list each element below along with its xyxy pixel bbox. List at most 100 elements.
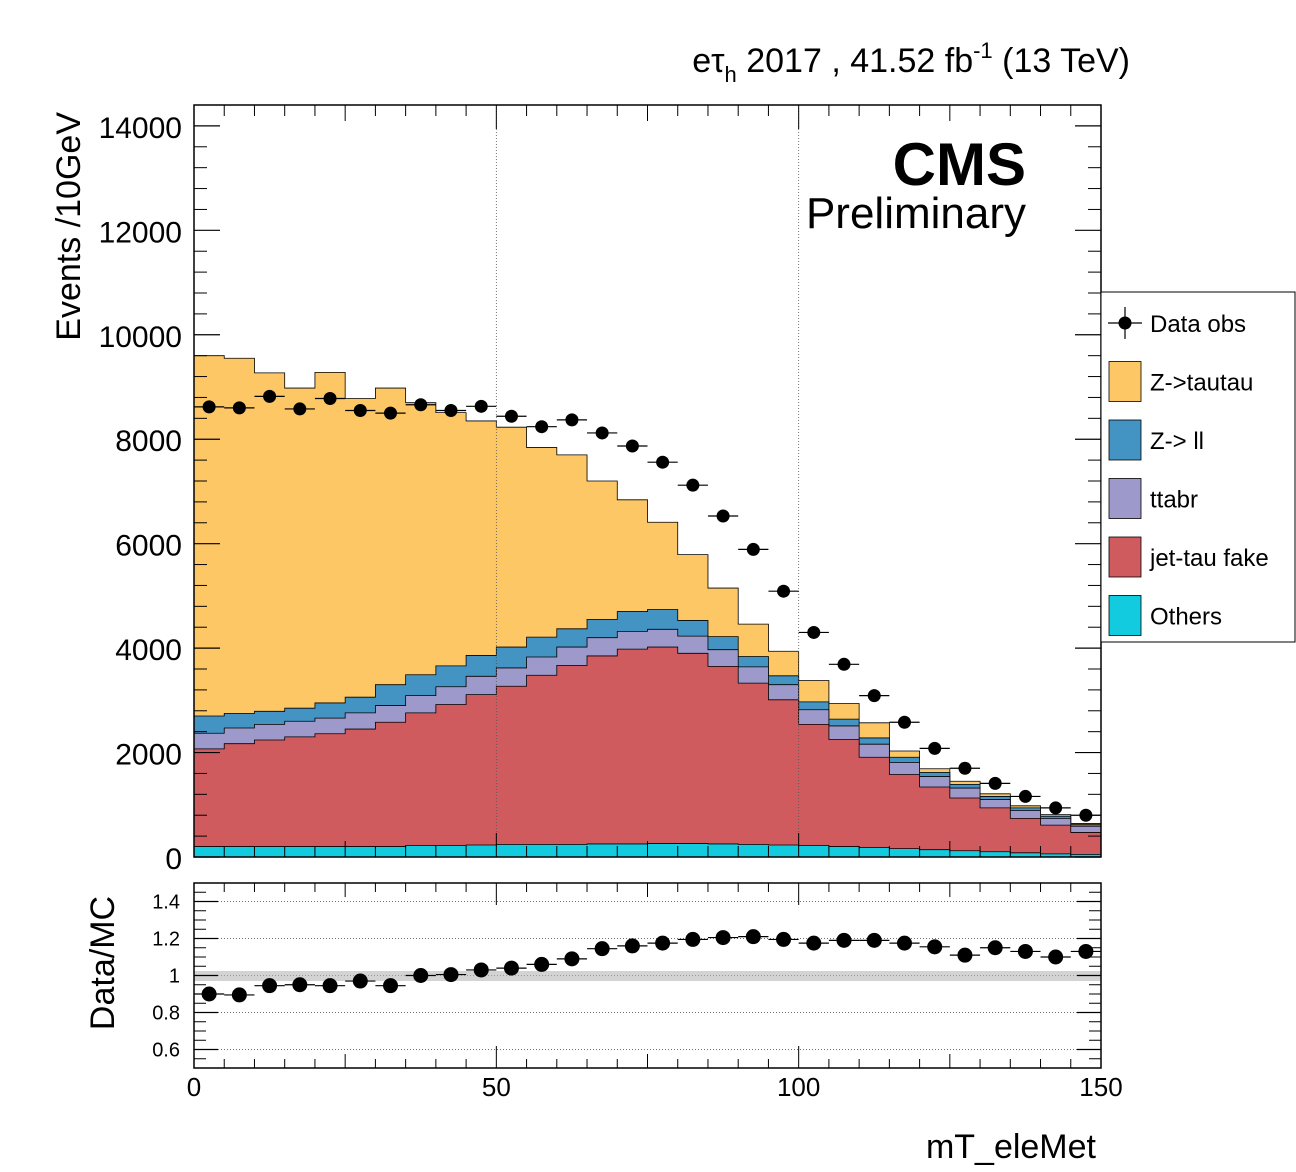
legend-label: jet-tau fake: [1149, 545, 1269, 572]
ratio-point: [594, 941, 610, 957]
bar-fake: [919, 787, 951, 857]
ratio-point: [927, 939, 943, 955]
ratio-point: [987, 940, 1003, 956]
bar-others: [254, 846, 285, 857]
bar-fake: [1040, 825, 1072, 857]
bar-others: [435, 845, 467, 857]
data-point: [1049, 801, 1063, 815]
ratio-y-tick-label: 0.8: [152, 1003, 180, 1025]
y-tick-label: 2000: [115, 739, 182, 772]
header-lumi-sup: -1: [973, 38, 993, 63]
ratio-point: [1048, 949, 1064, 965]
legend-swatch: [1108, 595, 1142, 636]
bar-others: [224, 846, 255, 857]
bar-others: [405, 845, 437, 857]
bar-others: [1070, 854, 1102, 857]
data-point: [232, 401, 246, 415]
bar-others: [617, 843, 648, 857]
bar-others: [284, 846, 316, 857]
legend-swatch: [1108, 536, 1142, 578]
bar-fake: [345, 729, 376, 857]
bar-others: [556, 844, 588, 857]
data-point: [565, 413, 579, 427]
data-point: [504, 409, 518, 423]
ratio-point: [352, 973, 368, 989]
bar-others: [707, 843, 739, 857]
y-axis-label: Events /10GeV: [50, 112, 88, 341]
legend-label: Z->tautau: [1150, 370, 1253, 397]
legend: Data obs Z->tautau Z-> ll ttabr jet-tau fake…: [1100, 291, 1296, 643]
data-point: [444, 404, 458, 417]
bar-others: [314, 846, 346, 857]
x-tick-label: 50: [482, 1072, 511, 1102]
bar-others: [828, 846, 860, 857]
bar-others: [466, 844, 497, 857]
data-point: [686, 478, 700, 492]
ratio-point: [383, 978, 399, 994]
bar-fake: [435, 704, 467, 857]
ratio-point: [231, 987, 247, 1003]
main-panel: 0 2000 4000 6000 8000 10000 12000 14000 CMS Pre…: [50, 104, 1102, 876]
data-point: [414, 398, 428, 412]
bar-fake: [526, 675, 558, 857]
bar-fake: [194, 748, 225, 857]
legend-label: Z-> ll: [1150, 428, 1204, 455]
data-point: [656, 455, 670, 469]
x-tick-label: 0: [187, 1072, 201, 1102]
y-tick-label: 8000: [115, 425, 182, 458]
bar-others: [859, 847, 890, 857]
ratio-point: [655, 935, 671, 951]
ratio-point: [534, 956, 550, 972]
bar-others: [496, 844, 527, 857]
data-point: [867, 689, 881, 703]
bar-others: [919, 849, 951, 857]
legend-label: Others: [1150, 604, 1222, 631]
legend-item-fake: jet-tau fake: [1108, 536, 1269, 578]
bar-fake: [677, 653, 709, 857]
legend-marker-point: [1118, 316, 1132, 330]
ratio-points: [194, 929, 1101, 1003]
legend-swatch: [1108, 478, 1142, 519]
bar-fake: [314, 733, 346, 857]
data-point: [202, 400, 216, 414]
bar-others: [1010, 852, 1041, 857]
legend-label: Data obs: [1150, 311, 1246, 338]
legend-swatch: [1108, 361, 1142, 402]
header-channel-e: e: [692, 42, 711, 80]
legend-item-zll: Z-> ll: [1108, 419, 1204, 461]
bar-fake: [738, 683, 769, 857]
ratio-panel: 0.6 0.8 1 1.2 1.4 0 50 100 150 Data/MC: [84, 882, 1123, 1102]
ratio-point: [896, 935, 912, 951]
series-others: [194, 843, 1102, 857]
ratio-y-tick-label: 1: [169, 966, 180, 988]
data-point: [777, 584, 791, 598]
bar-fake: [224, 743, 255, 857]
data-point: [988, 776, 1002, 790]
bar-fake: [798, 724, 830, 857]
ratio-point: [503, 960, 519, 976]
bar-fake: [647, 647, 679, 857]
data-point: [353, 404, 367, 417]
bar-fake: [889, 774, 920, 857]
ratio-point: [201, 986, 217, 1002]
y-tick-label: 12000: [99, 216, 182, 249]
ratio-point: [866, 932, 882, 948]
ratio-point: [685, 931, 701, 947]
data-points: [194, 389, 1101, 822]
ratio-point: [322, 978, 338, 994]
legend-item-ttbar: ttabr: [1108, 478, 1198, 519]
data-point: [263, 389, 277, 403]
main-axis-ticks: 0 2000 4000 6000 8000 10000 12000 14000: [99, 104, 1102, 876]
bar-others: [587, 843, 618, 857]
header-energy: (13 TeV): [993, 42, 1130, 80]
ratio-point: [564, 951, 580, 967]
data-point: [716, 509, 730, 523]
y-tick-label: 0: [165, 843, 182, 876]
x-axis-label: mT_eleMet: [926, 1128, 1097, 1166]
ratio-point: [413, 968, 429, 983]
bar-fake: [768, 699, 799, 857]
bar-fake: [254, 740, 285, 857]
bar-others: [345, 846, 376, 857]
bar-fake: [859, 757, 890, 857]
